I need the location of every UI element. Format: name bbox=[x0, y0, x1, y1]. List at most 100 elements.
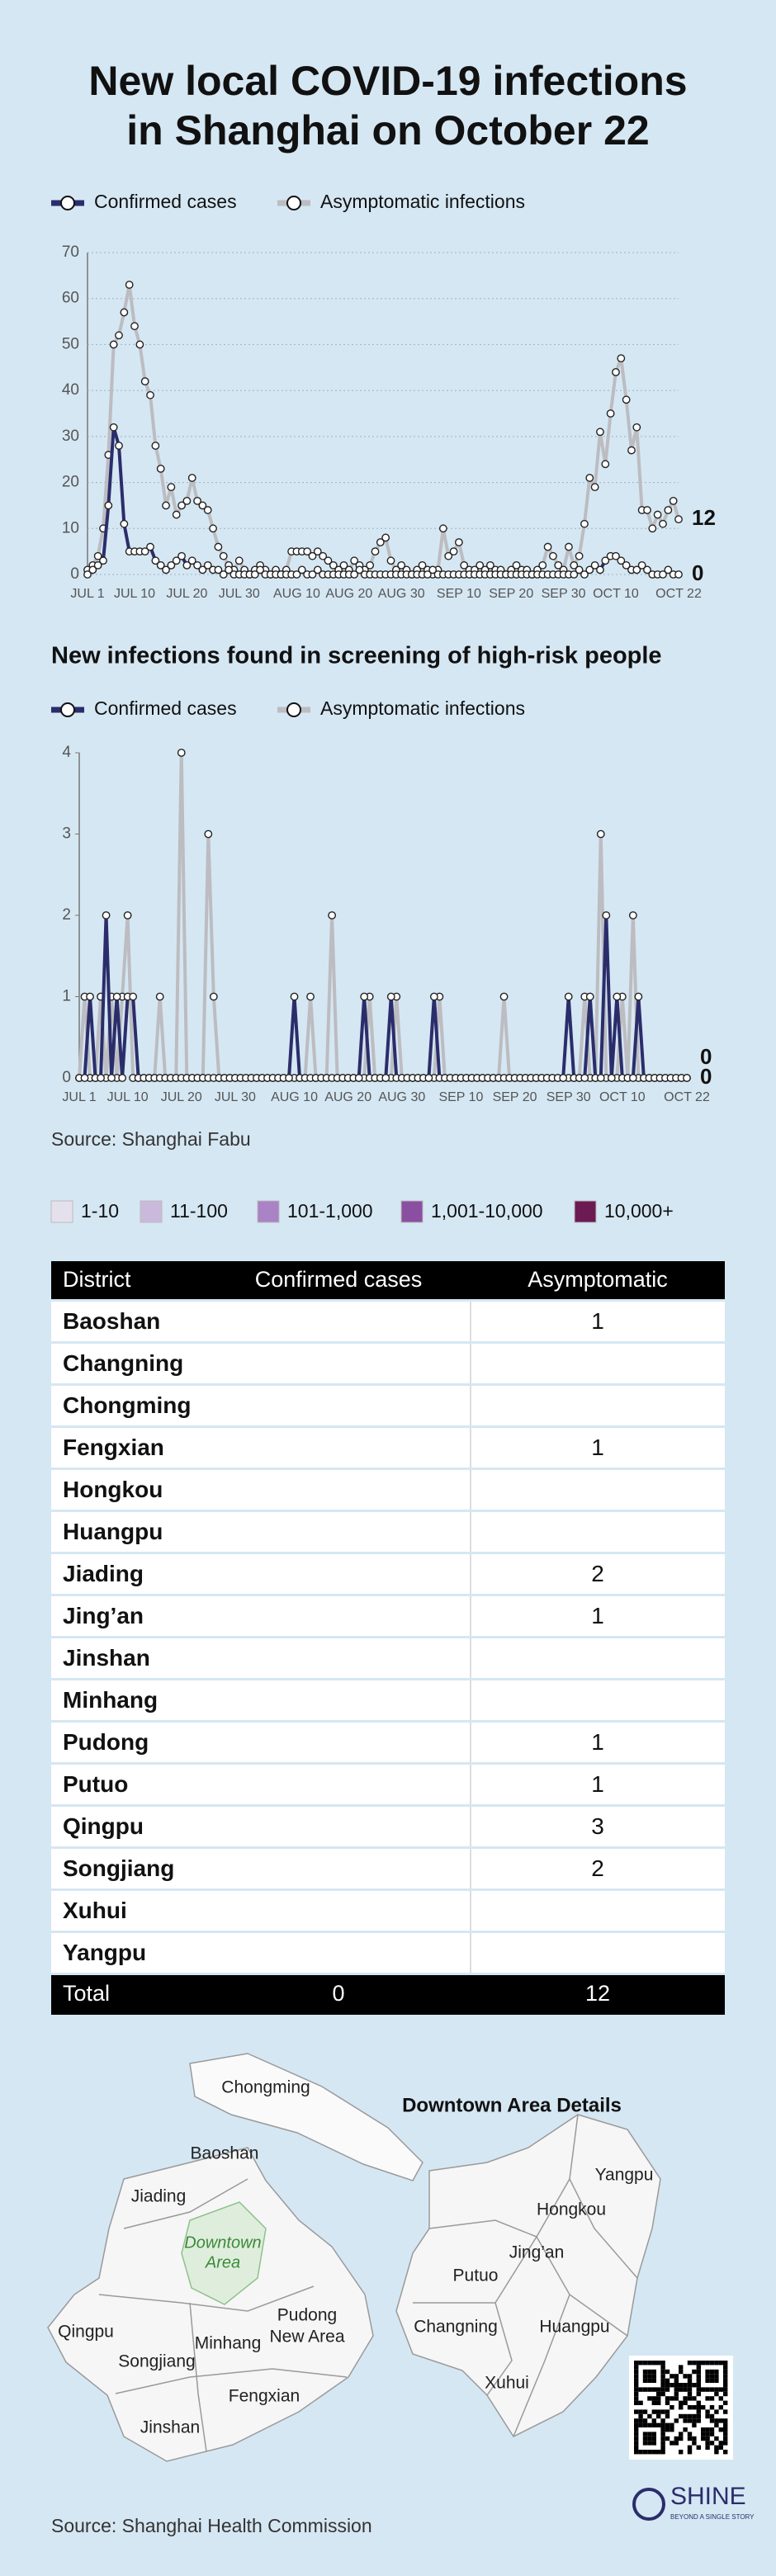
data-point bbox=[627, 446, 636, 455]
data-point bbox=[460, 560, 469, 570]
qr-cell bbox=[642, 2369, 648, 2375]
data-point bbox=[674, 515, 683, 524]
data-point bbox=[112, 992, 121, 1001]
data-point bbox=[570, 560, 579, 570]
data-point bbox=[366, 560, 375, 570]
qr-cell bbox=[696, 2391, 701, 2397]
data-point bbox=[643, 506, 651, 514]
table-row bbox=[51, 1723, 725, 1762]
scale-swatch bbox=[574, 1200, 597, 1223]
qr-cell bbox=[651, 2432, 656, 2437]
data-point bbox=[628, 911, 637, 919]
data-point bbox=[156, 560, 165, 570]
qr-cell bbox=[696, 2369, 701, 2375]
qr-cell bbox=[709, 2396, 715, 2401]
data-point bbox=[564, 992, 573, 1001]
qr-cell bbox=[687, 2450, 693, 2455]
qr-cell bbox=[638, 2450, 643, 2455]
data-point bbox=[214, 565, 223, 574]
data-point bbox=[80, 1074, 89, 1082]
qr-cell bbox=[687, 2445, 693, 2450]
qr-cell bbox=[651, 2396, 656, 2401]
qr-cell bbox=[679, 2405, 684, 2410]
qr-cell bbox=[638, 2361, 643, 2366]
qr-cell bbox=[642, 2378, 648, 2383]
x-tick-label: AUG 20 bbox=[325, 587, 372, 601]
data-point bbox=[290, 992, 299, 1001]
qr-cell bbox=[642, 2387, 648, 2392]
table-cell: Jinshan bbox=[63, 1645, 150, 1671]
table-row bbox=[51, 1891, 725, 1931]
total-cell: Total bbox=[63, 1981, 110, 2006]
qr-cell bbox=[651, 2374, 656, 2379]
source: Source: Shanghai Fabu bbox=[51, 1128, 251, 1150]
qr-cell bbox=[660, 2361, 665, 2366]
qr-cell bbox=[723, 2365, 728, 2370]
data-point bbox=[130, 322, 139, 331]
qr-cell bbox=[634, 2383, 639, 2388]
qr-cell bbox=[718, 2361, 723, 2366]
qr-cell bbox=[665, 2413, 670, 2419]
data-point bbox=[88, 565, 97, 574]
qr-cell bbox=[642, 2436, 648, 2441]
qr-cell bbox=[634, 2441, 639, 2446]
data-point bbox=[123, 911, 132, 919]
data-point bbox=[674, 570, 683, 579]
table-row bbox=[51, 1428, 725, 1468]
data-point bbox=[602, 911, 611, 919]
qr-cell bbox=[674, 2418, 679, 2423]
legend-marker bbox=[60, 196, 75, 210]
qr-cell bbox=[709, 2361, 715, 2366]
qr-cell bbox=[651, 2361, 656, 2366]
data-point bbox=[204, 830, 213, 839]
qr-cell bbox=[692, 2361, 697, 2366]
y-tick-label: 50 bbox=[62, 335, 79, 352]
qr-cell bbox=[665, 2378, 670, 2383]
qr-cell bbox=[679, 2365, 684, 2370]
scale-swatch bbox=[400, 1200, 423, 1223]
qr-cell bbox=[687, 2396, 693, 2401]
qr-cell bbox=[651, 2441, 656, 2446]
qr-cell bbox=[723, 2436, 728, 2441]
table-cell: Xuhui bbox=[63, 1898, 127, 1923]
data-point bbox=[125, 281, 134, 289]
qr-cell bbox=[638, 2387, 643, 2392]
qr-cell bbox=[660, 2383, 665, 2388]
scale-swatch bbox=[140, 1200, 163, 1223]
qr-cell bbox=[723, 2427, 728, 2432]
data-point bbox=[177, 749, 186, 757]
qr-cell bbox=[656, 2409, 661, 2414]
data-point bbox=[612, 551, 620, 560]
data-point bbox=[102, 911, 111, 919]
qr-cell bbox=[642, 2450, 648, 2455]
map-border bbox=[98, 2285, 315, 2312]
qr-cell bbox=[683, 2418, 688, 2423]
table-cell: Hongkou bbox=[63, 1477, 163, 1502]
data-point bbox=[596, 428, 604, 437]
legend-marker bbox=[286, 702, 301, 717]
logo: SHINE bbox=[670, 2483, 746, 2510]
table-cell: Pudong bbox=[63, 1729, 149, 1755]
qr-cell bbox=[674, 2391, 679, 2397]
data-point bbox=[617, 354, 626, 363]
table-cell: 2 bbox=[591, 1561, 604, 1586]
qr-cell bbox=[670, 2374, 674, 2379]
table-cell: Putuo bbox=[63, 1771, 128, 1797]
data-point bbox=[167, 560, 176, 570]
qr-cell bbox=[651, 2387, 656, 2392]
qr-cell bbox=[683, 2427, 688, 2432]
data-point bbox=[554, 560, 563, 570]
qr-cell bbox=[647, 2441, 652, 2446]
data-point bbox=[313, 565, 322, 574]
data-point bbox=[120, 519, 129, 528]
table-row bbox=[51, 1386, 725, 1425]
qr-cell bbox=[683, 2400, 688, 2405]
data-point bbox=[596, 565, 604, 574]
x-tick-label: SEP 10 bbox=[438, 1090, 483, 1104]
data-point bbox=[585, 565, 594, 574]
data-point bbox=[601, 556, 610, 565]
qr-cell bbox=[679, 2432, 684, 2437]
qr-cell bbox=[656, 2396, 661, 2401]
qr-cell bbox=[634, 2422, 639, 2427]
